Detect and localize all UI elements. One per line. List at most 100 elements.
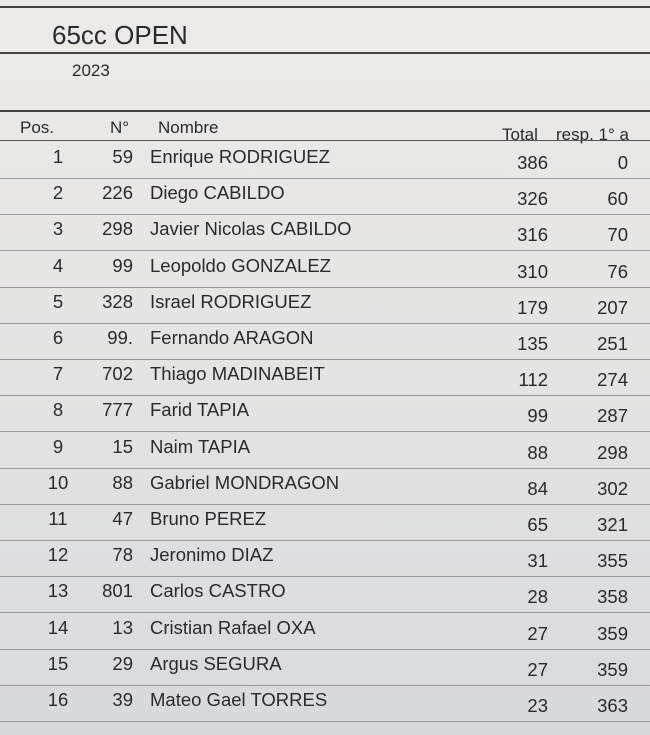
row-divider bbox=[0, 576, 650, 578]
total-points: 326 bbox=[517, 188, 548, 210]
rider-name: Fernando ARAGON bbox=[150, 327, 314, 348]
row-divider bbox=[0, 612, 650, 614]
position: 2 bbox=[52, 182, 64, 204]
rider-name: Gabriel MONDRAGON bbox=[150, 471, 340, 493]
rider-number: 298 bbox=[102, 218, 133, 240]
position: 4 bbox=[52, 254, 64, 276]
rider-name: Farid TAPIA bbox=[150, 399, 250, 421]
total-points: 112 bbox=[518, 369, 549, 391]
position: 16 bbox=[47, 689, 69, 710]
position: 12 bbox=[47, 544, 69, 566]
row-divider bbox=[0, 684, 650, 686]
header-pos: Pos. bbox=[20, 118, 55, 137]
position: 10 bbox=[47, 471, 69, 493]
position: 7 bbox=[52, 363, 64, 385]
rider-number: 29 bbox=[112, 652, 133, 674]
row-divider bbox=[0, 214, 650, 216]
rider-name: Naim TAPIA bbox=[150, 435, 251, 457]
rider-number: 99 bbox=[112, 254, 133, 276]
points-behind: 363 bbox=[597, 695, 628, 716]
rider-number: 99. bbox=[107, 327, 133, 348]
points-behind: 60 bbox=[607, 188, 628, 210]
rider-name: Jeronimo DIAZ bbox=[150, 544, 274, 566]
total-points: 23 bbox=[527, 695, 548, 716]
rider-name: Israel RODRIGUEZ bbox=[150, 290, 312, 312]
rule bbox=[0, 6, 650, 8]
row-divider bbox=[0, 540, 650, 541]
points-behind: 298 bbox=[597, 441, 628, 463]
rider-number: 226 bbox=[102, 182, 133, 204]
total-points: 316 bbox=[517, 224, 548, 246]
header-gap: resp. 1° a bbox=[556, 125, 629, 144]
total-points: 31 bbox=[527, 550, 548, 572]
position: 15 bbox=[47, 652, 69, 674]
total-points: 135 bbox=[517, 333, 548, 354]
position: 14 bbox=[47, 616, 69, 638]
points-behind: 359 bbox=[597, 658, 628, 680]
row-divider bbox=[0, 503, 650, 505]
rule bbox=[0, 140, 650, 141]
rider-name: Javier Nicolas CABILDO bbox=[150, 218, 352, 240]
points-behind: 70 bbox=[607, 224, 628, 246]
rider-number: 39 bbox=[112, 689, 133, 710]
total-points: 179 bbox=[517, 296, 548, 318]
position: 13 bbox=[47, 580, 69, 602]
rider-name: Bruno PEREZ bbox=[150, 508, 267, 529]
row-divider bbox=[0, 721, 650, 722]
title: 65cc OPEN bbox=[52, 20, 188, 50]
points-behind: 274 bbox=[597, 369, 628, 391]
total-points: 28 bbox=[527, 586, 548, 608]
total-points: 88 bbox=[527, 441, 548, 463]
rider-number: 59 bbox=[112, 146, 133, 167]
points-behind: 76 bbox=[607, 260, 628, 282]
position: 3 bbox=[52, 218, 64, 240]
points-behind: 251 bbox=[597, 333, 628, 354]
row-divider bbox=[0, 178, 650, 179]
total-points: 99 bbox=[527, 405, 548, 427]
rider-name: Argus SEGURA bbox=[150, 652, 282, 674]
rider-number: 328 bbox=[102, 290, 133, 312]
points-behind: 355 bbox=[597, 550, 628, 572]
position: 11 bbox=[48, 508, 68, 529]
rule bbox=[0, 52, 650, 54]
rider-number: 702 bbox=[102, 363, 133, 385]
rider-name: Carlos CASTRO bbox=[150, 580, 286, 602]
rider-number: 88 bbox=[112, 471, 133, 493]
row-divider bbox=[0, 431, 650, 433]
position: 9 bbox=[52, 435, 64, 457]
total-points: 310 bbox=[517, 260, 548, 282]
rider-number: 15 bbox=[112, 435, 133, 457]
rider-number: 801 bbox=[102, 580, 133, 602]
year: 2023 bbox=[72, 61, 110, 80]
total-points: 84 bbox=[527, 477, 548, 499]
row-divider bbox=[0, 359, 650, 360]
row-divider bbox=[0, 250, 650, 252]
rider-name: Cristian Rafael OXA bbox=[150, 616, 316, 638]
rider-name: Leopoldo GONZALEZ bbox=[150, 254, 331, 276]
header-total: Total bbox=[502, 125, 538, 144]
points-behind: 207 bbox=[597, 296, 628, 318]
total-points: 27 bbox=[527, 658, 548, 680]
rider-number: 78 bbox=[112, 544, 133, 566]
points-behind: 287 bbox=[597, 405, 628, 427]
position: 1 bbox=[52, 146, 64, 167]
row-divider bbox=[0, 395, 650, 397]
rider-number: 47 bbox=[112, 508, 133, 529]
points-behind: 321 bbox=[597, 514, 628, 535]
rule bbox=[0, 110, 650, 112]
rider-name: Thiago MADINABEIT bbox=[150, 363, 325, 385]
rider-number: 13 bbox=[112, 616, 133, 638]
row-divider bbox=[0, 648, 650, 650]
points-behind: 358 bbox=[597, 586, 628, 608]
position: 5 bbox=[52, 290, 64, 312]
header-number: N° bbox=[110, 118, 130, 137]
row-divider bbox=[0, 322, 650, 324]
position: 8 bbox=[52, 399, 64, 421]
row-divider bbox=[0, 467, 650, 469]
total-points: 65 bbox=[527, 514, 548, 535]
rider-number: 777 bbox=[102, 399, 133, 421]
points-behind: 0 bbox=[617, 152, 628, 173]
rider-name: Enrique RODRIGUEZ bbox=[150, 146, 330, 167]
total-points: 27 bbox=[527, 622, 548, 644]
